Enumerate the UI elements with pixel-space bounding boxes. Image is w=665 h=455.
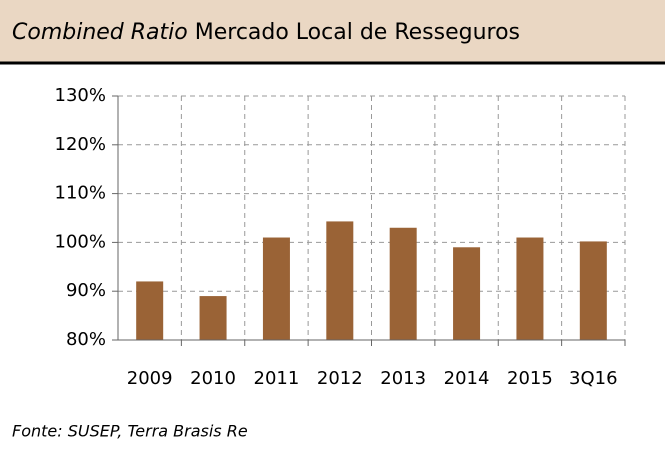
x-tick-label: 2012 — [317, 368, 363, 389]
x-tick-label: 2010 — [190, 368, 236, 389]
bar — [199, 296, 227, 340]
header-band — [0, 0, 665, 62]
x-tick-label: 2014 — [444, 368, 490, 389]
source-note: Fonte: SUSEP, Terra Brasis Re — [12, 422, 248, 441]
y-tick-label: 90% — [66, 280, 106, 301]
bar — [389, 227, 417, 340]
x-tick-label: 2013 — [380, 368, 426, 389]
chart-title: Combined Ratio Mercado Local de Ressegur… — [12, 20, 520, 45]
y-tick-label: 100% — [55, 231, 106, 252]
title-text: Mercado Local de Resseguros — [195, 20, 520, 45]
bar — [262, 237, 290, 340]
y-tick-label: 80% — [66, 329, 106, 350]
x-tick-label: 2015 — [507, 368, 553, 389]
x-tick-label: 2011 — [254, 368, 300, 389]
y-tick-label: 110% — [55, 183, 106, 204]
y-tick-label: 130% — [55, 85, 106, 106]
bar — [326, 221, 354, 340]
x-tick-label: 3Q16 — [569, 368, 618, 389]
title-italic: Combined Ratio — [12, 20, 188, 45]
bar — [516, 237, 544, 340]
x-tick-label: 2009 — [127, 368, 173, 389]
bar — [453, 247, 481, 340]
bar — [136, 281, 164, 340]
bar — [579, 241, 607, 340]
y-tick-label: 120% — [55, 134, 106, 155]
